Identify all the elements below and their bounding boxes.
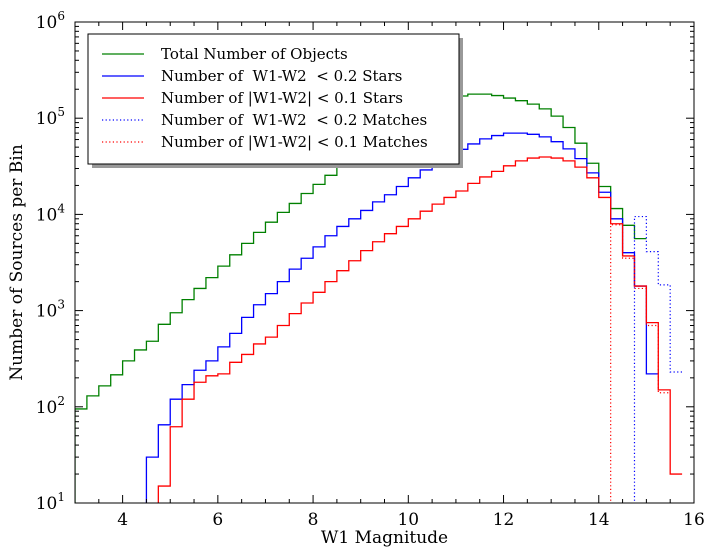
plot-area: [75, 93, 683, 503]
y-tick-label: 106: [36, 9, 65, 33]
x-tick-label: 14: [588, 510, 610, 530]
y-tick-label-exponent: 6: [57, 9, 65, 23]
series-2-line: [145, 132, 659, 503]
y-tick-label: 105: [36, 105, 65, 129]
series-4-line: [633, 215, 683, 503]
y-tick-label-base: 10: [36, 205, 58, 225]
x-axis-label: W1 Magnitude: [321, 528, 448, 548]
axis-ticks: [74, 21, 695, 504]
legend-label: Number of |W1-W2| < 0.1 Matches: [161, 133, 428, 151]
series-5-line: [610, 224, 671, 503]
legend-label: Number of W1-W2 < 0.2 Stars: [161, 67, 402, 85]
legend-label: Total Number of Objects: [161, 45, 348, 63]
legend-label: Number of |W1-W2| < 0.1 Stars: [161, 89, 403, 107]
y-tick-label-exponent: 1: [57, 490, 65, 504]
y-tick-label-base: 10: [36, 494, 58, 514]
y-tick-label-base: 10: [36, 13, 58, 33]
y-tick-label-exponent: 5: [57, 105, 65, 119]
x-tick-label: 6: [212, 510, 223, 530]
y-axis-label: Number of Sources per Bin: [7, 144, 27, 380]
y-tick-label-base: 10: [36, 109, 58, 129]
y-tick-label-exponent: 3: [57, 298, 65, 312]
y-tick-label-exponent: 2: [57, 394, 65, 408]
x-tick-label: 16: [683, 510, 705, 530]
legend-label: Number of W1-W2 < 0.2 Matches: [161, 111, 427, 129]
y-tick-label-base: 10: [36, 302, 58, 322]
y-tick-label: 103: [36, 298, 65, 322]
legend-box: [87, 33, 460, 165]
x-tick-label: 10: [397, 510, 419, 530]
x-tick-label: 8: [308, 510, 319, 530]
y-tick-label: 104: [36, 201, 66, 225]
legend: Total Number of Objects Number of W1-W2 <…: [87, 33, 463, 168]
y-tick-label: 102: [36, 394, 65, 418]
y-tick-label-base: 10: [36, 398, 58, 418]
x-axis-tick-labels: 4 6 8 10 12 14 16: [117, 510, 705, 530]
x-tick-label: 12: [493, 510, 515, 530]
series-3-line: [157, 156, 683, 503]
y-tick-label-exponent: 4: [57, 201, 65, 215]
y-tick-label: 101: [36, 490, 65, 514]
x-tick-label: 4: [117, 510, 128, 530]
